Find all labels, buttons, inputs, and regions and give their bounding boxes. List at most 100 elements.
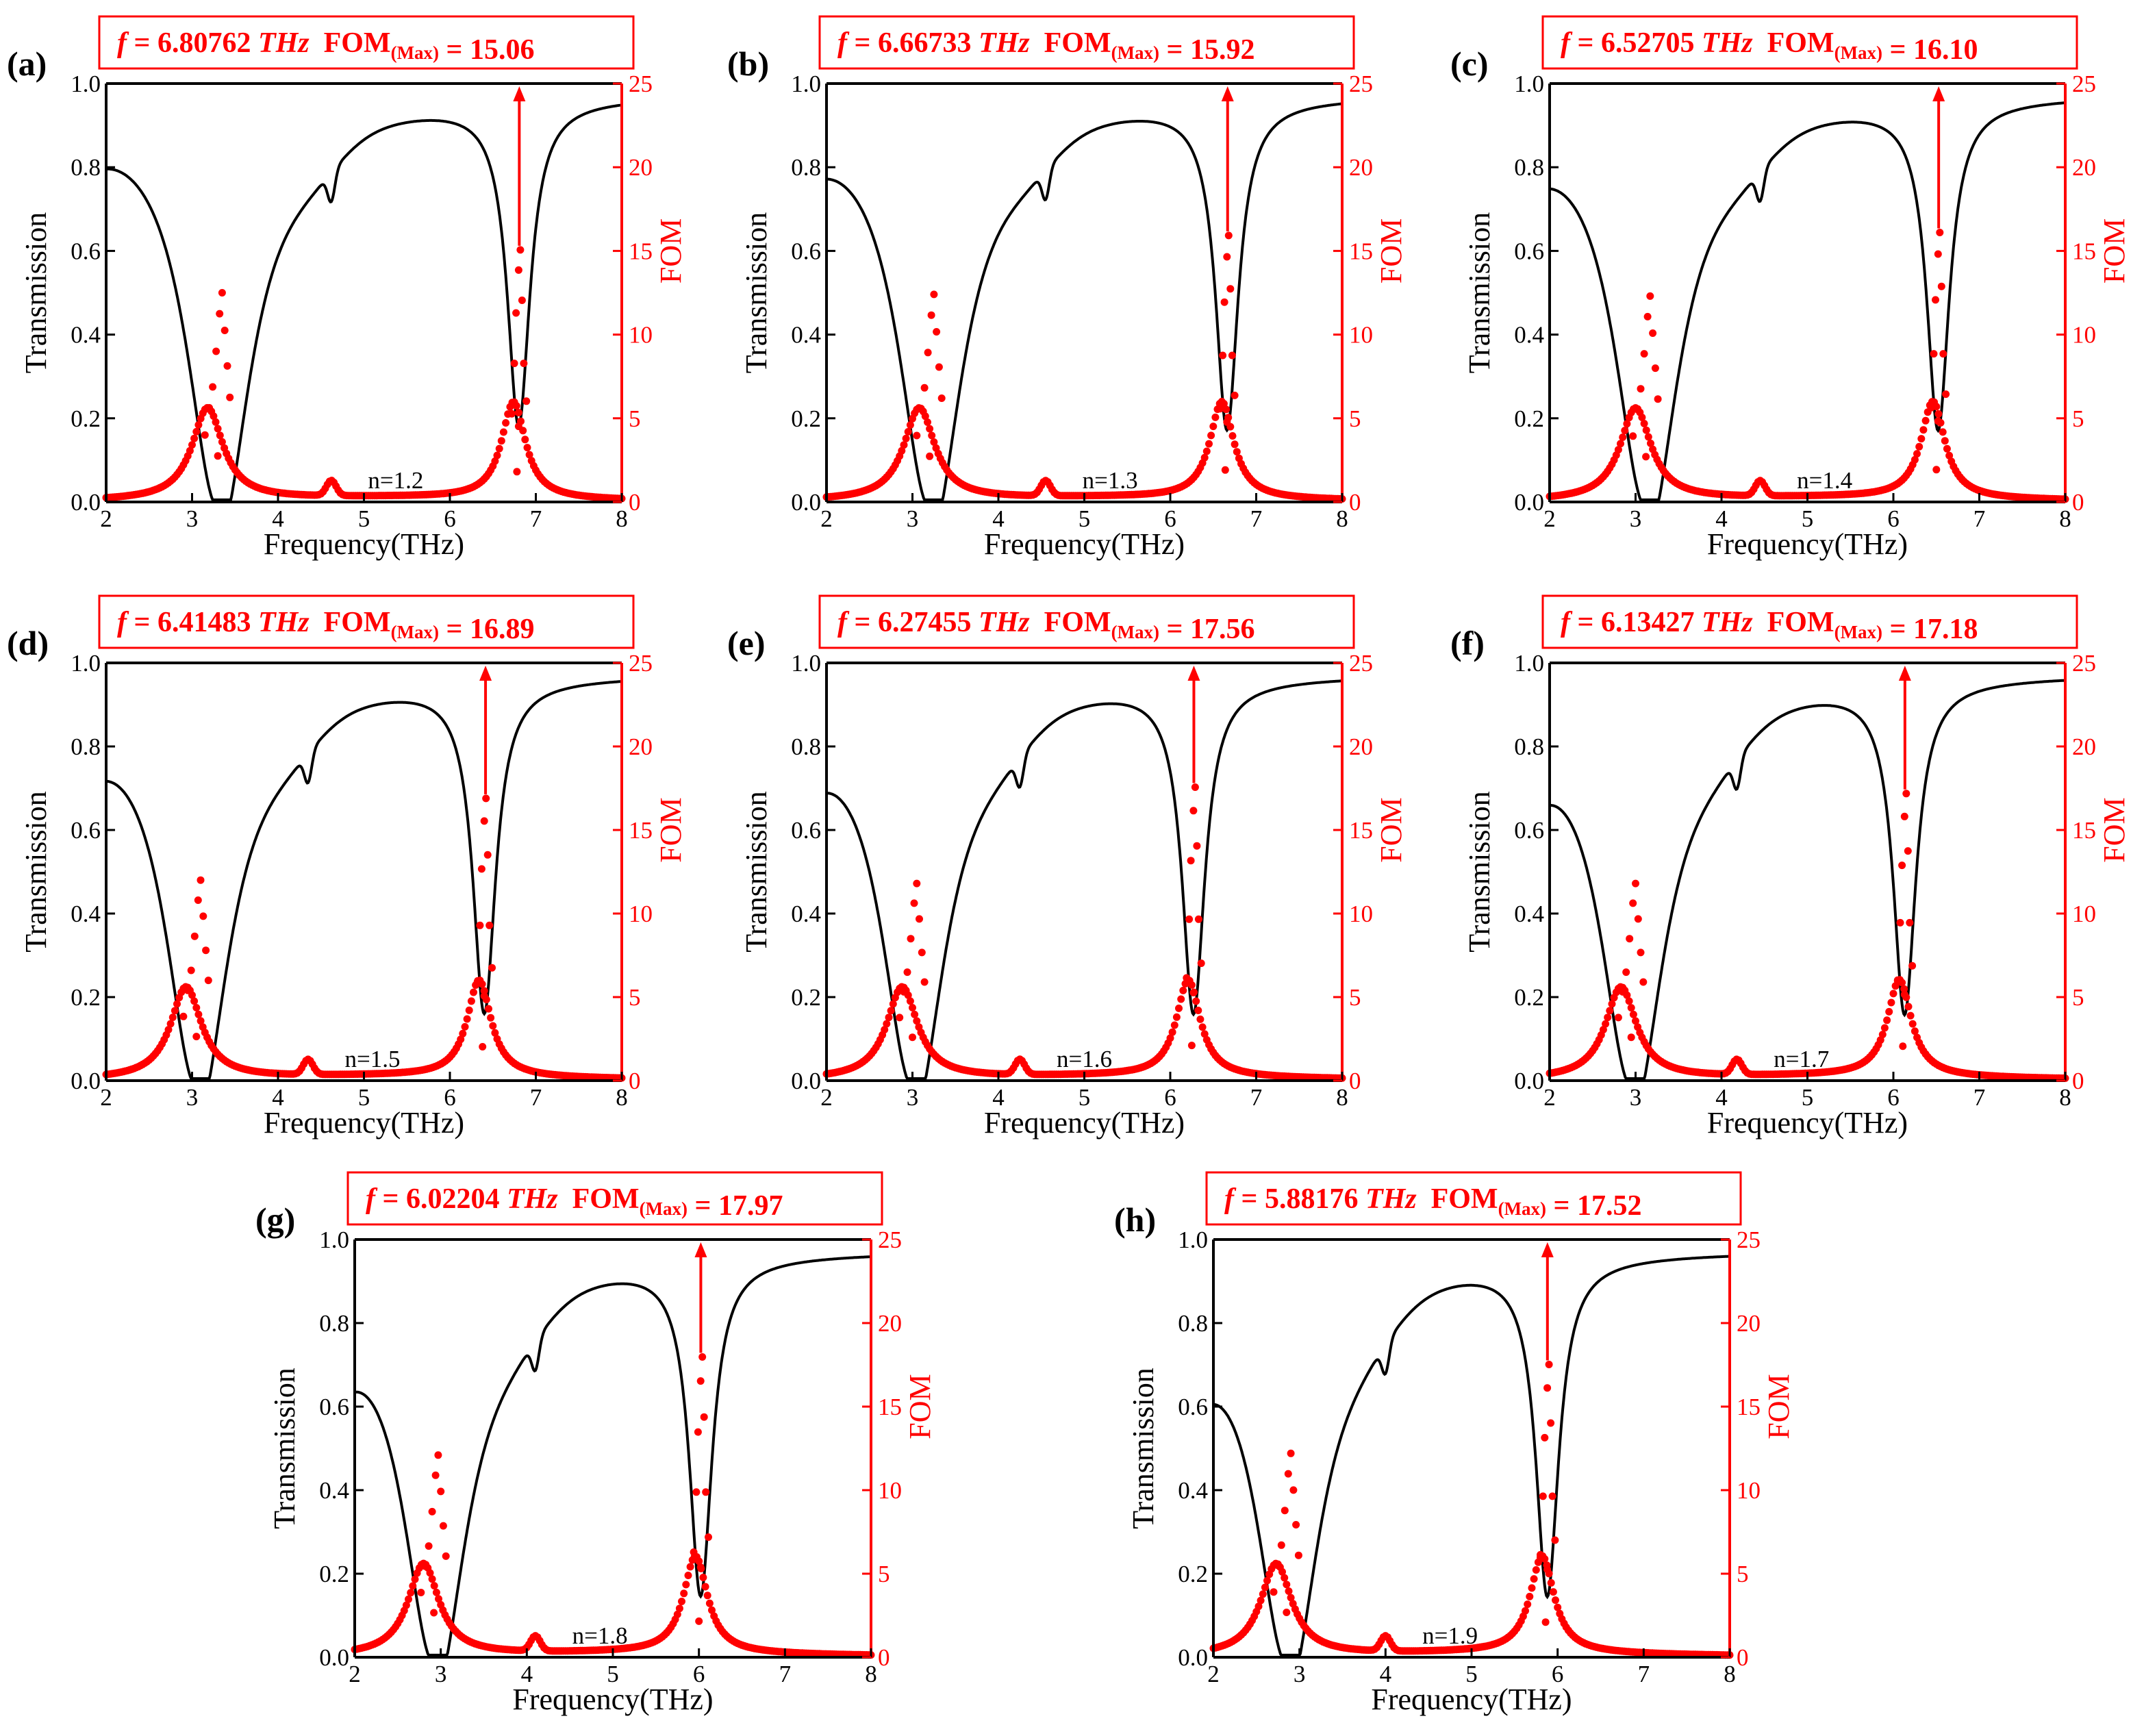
fom-point [210, 412, 218, 420]
fom-point [902, 434, 910, 442]
fom-point [1175, 1004, 1183, 1012]
fom-point [1902, 790, 1910, 798]
fom-point [1939, 350, 1947, 358]
fom-point [906, 421, 914, 429]
fom-point [1921, 416, 1930, 425]
y-left-tick-label: 0.4 [1178, 1477, 1208, 1504]
annotation-subscript: (Max) [1111, 622, 1159, 642]
fom-point [463, 1015, 471, 1023]
fom-point [695, 1617, 703, 1625]
fom-point [1202, 447, 1211, 455]
n-label: n=1.5 [345, 1046, 401, 1072]
fom-point [1187, 1042, 1196, 1050]
fom-point [1289, 1486, 1298, 1494]
fom-point [523, 444, 531, 452]
fom-point [437, 1487, 445, 1496]
y-right-tick-label: 20 [1349, 154, 1373, 181]
fom-point [435, 1595, 442, 1603]
annotation-subscript: (Max) [391, 622, 439, 642]
fom-point [192, 1004, 201, 1011]
y-right-tick-label: 25 [1737, 1226, 1761, 1253]
y-right-tick-label: 25 [1349, 71, 1373, 97]
x-tick-label: 2 [820, 505, 833, 532]
fom-point [491, 457, 499, 465]
annotation-part: THz [971, 607, 1030, 638]
fom-point [212, 418, 220, 426]
fom-point [192, 427, 201, 436]
y-right-tick-label: 0 [1349, 489, 1361, 516]
x-tick-label: 6 [444, 505, 456, 532]
fom-point [1910, 1027, 1919, 1035]
fom-point [920, 383, 929, 392]
annotation-part: = [847, 607, 878, 638]
fom-point [409, 1582, 417, 1590]
annotation-part: THz [499, 1183, 558, 1215]
panel-label: (b) [727, 45, 769, 83]
fom-point [1522, 1607, 1529, 1615]
fom-point [1526, 1592, 1534, 1600]
annotation-part: = [127, 607, 157, 638]
fom-point [1900, 985, 1908, 993]
y-right-tick-label: 25 [1349, 650, 1373, 677]
y-right-tick-label: 0 [629, 1068, 641, 1094]
fom-point [1642, 426, 1650, 434]
fom-point [190, 997, 199, 1005]
y-left-tick-label: 0.6 [791, 817, 821, 844]
n-label: n=1.4 [1797, 467, 1852, 494]
fom-point [1277, 1541, 1285, 1549]
annotation-subscript: (Max) [1834, 622, 1882, 642]
y-right-tick-label: 15 [1349, 238, 1373, 264]
annotation-part: 15.06 [470, 34, 535, 66]
fom-point [896, 1014, 904, 1022]
fom-point [702, 1488, 710, 1496]
fom-point [1917, 435, 1926, 443]
fom-point [1634, 915, 1642, 923]
annotation-part: THz [1694, 607, 1753, 638]
fom-point [678, 1598, 685, 1605]
y-right-axis-title: FOM [654, 218, 688, 284]
y-right-tick-label: 10 [629, 901, 653, 927]
y-left-tick-label: 0.0 [791, 1068, 821, 1094]
fom-point [1936, 229, 1944, 236]
fom-point [904, 428, 912, 436]
fom-point [1183, 974, 1191, 982]
fom-point [1934, 417, 1942, 425]
x-tick-label: 8 [865, 1661, 877, 1687]
fom-point [699, 1574, 707, 1581]
fom-point [1548, 1492, 1556, 1500]
fom-point [1209, 423, 1218, 431]
fom-point [1179, 986, 1187, 994]
fom-point [900, 441, 908, 449]
fom-point [921, 412, 929, 420]
annotation-box [1541, 15, 2078, 70]
x-tick-label: 6 [1552, 1661, 1564, 1687]
y-right-tick-label: 0 [629, 489, 641, 516]
y-left-tick-label: 1.0 [71, 650, 101, 677]
panel-f: 2 3 4 5 6 7 8 0.0 0.2 0.4 0.6 0.8 1.0 0 5 10 15 20 25 Frequ… [1450, 594, 2131, 1140]
fom-point [708, 1606, 716, 1614]
panel-d: 2 3 4 5 6 7 8 0.0 0.2 0.4 0.6 0.8 1.0 0 5 10 15 20 25 Frequ… [7, 594, 688, 1140]
fom-max-arrowhead [1541, 1242, 1554, 1257]
x-tick-label: 8 [616, 1084, 628, 1111]
y-right-axis-title: FOM [2097, 218, 2131, 284]
fom-max-arrowhead [1932, 86, 1945, 101]
fom-point [1927, 403, 1935, 412]
fom-point [1543, 1565, 1552, 1574]
fom-point [906, 997, 914, 1005]
fom-point [910, 899, 918, 907]
fom-point [514, 423, 522, 431]
annotation-part: = [1570, 27, 1601, 59]
fom-point [465, 1006, 473, 1014]
fom-point [168, 1014, 177, 1022]
fom-point [223, 362, 231, 370]
fom-point [201, 431, 209, 439]
fom-point [907, 935, 915, 943]
fom-point [1549, 1588, 1557, 1596]
fom-point [470, 988, 477, 996]
fom-point [1599, 1026, 1607, 1034]
x-tick-label: 8 [616, 505, 628, 532]
fom-point [190, 434, 199, 442]
x-tick-label: 8 [2059, 1084, 2071, 1111]
fom-point [1900, 812, 1908, 820]
panel-h: 2 3 4 5 6 7 8 0.0 0.2 0.4 0.6 0.8 1.0 0 5 10 15 20 25 Frequ… [1114, 1171, 1795, 1716]
